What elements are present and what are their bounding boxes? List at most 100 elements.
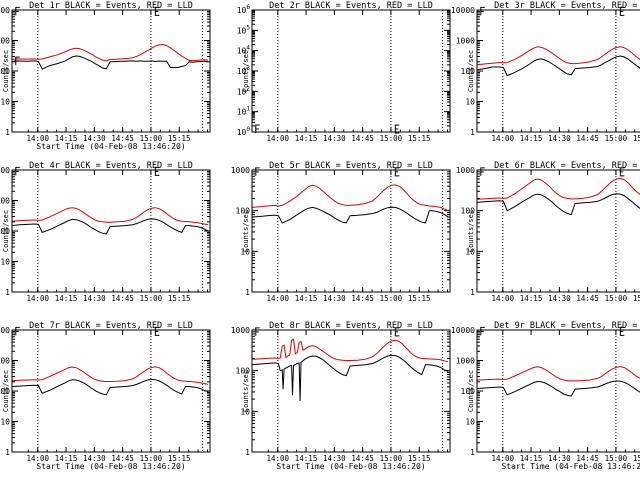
flag-marker-f [255, 124, 260, 134]
y-axis-label: Counts/sec [2, 210, 10, 252]
x-tick-label: 14:30 [83, 134, 106, 143]
series-line-events [476, 380, 640, 397]
x-tick-label: 14:15 [520, 454, 543, 463]
series-line-lld [11, 43, 209, 62]
y-axis-label: Counts/sec [242, 210, 250, 252]
y-tick-label: 1 [470, 288, 475, 297]
y-tick-label: 10 [465, 98, 475, 107]
flag-marker-e [154, 326, 160, 336]
chart-title: Det 6r BLACK = Events, RED = LLD [494, 161, 640, 171]
y-axis-label: Counts/sec [242, 50, 250, 92]
x-tick-label: 15:00 [605, 454, 628, 463]
y-tick-label: 1 [245, 448, 250, 457]
flag-marker-f [255, 167, 260, 176]
chart-panel-3: Det 3r BLACK = Events, RED = LLD Counts/s… [451, 1, 640, 143]
x-tick-label: 14:00 [491, 294, 514, 303]
series-line-events [11, 218, 209, 235]
x-axis-label: Start Time (04-Feb-08 13:46:20) [501, 462, 640, 471]
x-tick-label: 14:15 [295, 294, 318, 303]
chart-panel-5: Det 5r BLACK = Events, RED = LLD Counts/s… [231, 161, 451, 303]
x-tick-label: 14:30 [323, 294, 346, 303]
x-tick-label: 14:00 [266, 134, 289, 143]
y-tick-label: 1 [5, 288, 10, 297]
y-tick-label: 100 [236, 207, 251, 216]
chart-panel-8: Det 8r BLACK = Events, RED = LLD Counts/s… [231, 321, 451, 471]
x-tick-label: 15:00 [380, 134, 403, 143]
flag-marker-f [15, 326, 20, 336]
flag-marker-f [480, 326, 485, 336]
y-tick-label: 100 [461, 207, 476, 216]
y-axis-label: Counts/sec [2, 370, 10, 412]
x-tick-label: 15:00 [605, 294, 628, 303]
y-tick-label: 106 [237, 4, 251, 15]
plot-frame [476, 329, 640, 453]
flag-marker-e [619, 167, 625, 177]
y-tick-label: 1000 [0, 37, 10, 46]
series-line-lld [11, 207, 209, 226]
y-tick-label: 10 [0, 98, 10, 107]
x-tick-label: 14:15 [55, 134, 78, 143]
y-tick-label: 10000 [0, 326, 10, 335]
flag-marker-e [619, 326, 625, 336]
y-tick-label: 1000 [456, 166, 475, 175]
chart-panel-1: Det 1r BLACK = Events, RED = LLD Counts/s… [0, 1, 211, 151]
y-tick-label: 10 [465, 418, 475, 427]
flag-marker-e [394, 327, 400, 337]
flag-marker-e [619, 6, 625, 16]
chart-title: Det 2r BLACK = Events, RED = LLD [269, 1, 433, 11]
flag-marker-f [15, 166, 20, 176]
x-tick-label: 14:00 [491, 454, 514, 463]
x-tick-label: 15:00 [140, 294, 163, 303]
chart-title: Det 7r BLACK = Events, RED = LLD [29, 321, 193, 331]
y-axis-label: Counts/sec [467, 210, 475, 252]
x-tick-label: 15:15 [408, 454, 431, 463]
x-tick-label: 14:15 [55, 294, 78, 303]
x-tick-label: 14:15 [55, 454, 78, 463]
series-line-events [11, 55, 209, 70]
y-axis-label: Counts/sec [467, 50, 475, 92]
series-line-events [11, 378, 209, 396]
x-tick-label: 15:15 [408, 134, 431, 143]
x-tick-label: 15:00 [140, 134, 163, 143]
plot-frame [251, 9, 451, 133]
x-tick-label: 14:30 [548, 294, 571, 303]
y-tick-label: 10000 [0, 6, 10, 15]
x-tick-label: 14:15 [520, 134, 543, 143]
flag-marker-f [15, 56, 20, 66]
y-tick-label: 1 [470, 128, 475, 137]
y-tick-label: 10 [465, 247, 475, 256]
x-tick-label: 14:45 [576, 134, 599, 143]
plot-frame [476, 169, 640, 293]
x-tick-label: 15:15 [168, 454, 191, 463]
y-tick-label: 102 [237, 85, 251, 96]
series-line-events [251, 206, 449, 224]
x-axis-label: Start Time (04-Feb-08 13:46:20) [36, 142, 185, 151]
y-tick-label: 1000 [0, 357, 10, 366]
plot-frame [11, 329, 211, 453]
y-tick-label: 100 [461, 387, 476, 396]
x-tick-label: 14:30 [323, 454, 346, 463]
y-tick-label: 100 [0, 227, 10, 236]
chart-panel-4: Det 4r BLACK = Events, RED = LLD Counts/s… [0, 161, 211, 303]
y-tick-label: 1000 [231, 166, 250, 175]
y-tick-label: 1 [470, 448, 475, 457]
chart-title: Det 8r BLACK = Events, RED = LLD [269, 321, 433, 331]
series-line-lld [251, 338, 449, 363]
y-tick-label: 1 [5, 448, 10, 457]
y-axis-label: Counts/sec [2, 50, 10, 92]
flag-marker-f [480, 6, 485, 16]
x-tick-label: 14:00 [26, 134, 49, 143]
chart-panel-6: Det 6r BLACK = Events, RED = LLD Counts/s… [456, 161, 640, 303]
y-tick-label: 1000 [231, 326, 250, 335]
x-tick-label: 14:00 [266, 294, 289, 303]
y-tick-label: 10000 [0, 166, 10, 175]
x-tick-label: 15:15 [408, 294, 431, 303]
flag-marker-e [394, 167, 400, 177]
x-tick-label: 14:45 [351, 134, 374, 143]
y-tick-label: 10000 [451, 326, 475, 335]
y-tick-label: 1 [245, 288, 250, 297]
x-tick-label: 14:30 [548, 454, 571, 463]
y-axis-label: Counts/sec [242, 370, 250, 412]
flag-marker-e [154, 166, 160, 176]
y-tick-label: 10 [0, 418, 10, 427]
